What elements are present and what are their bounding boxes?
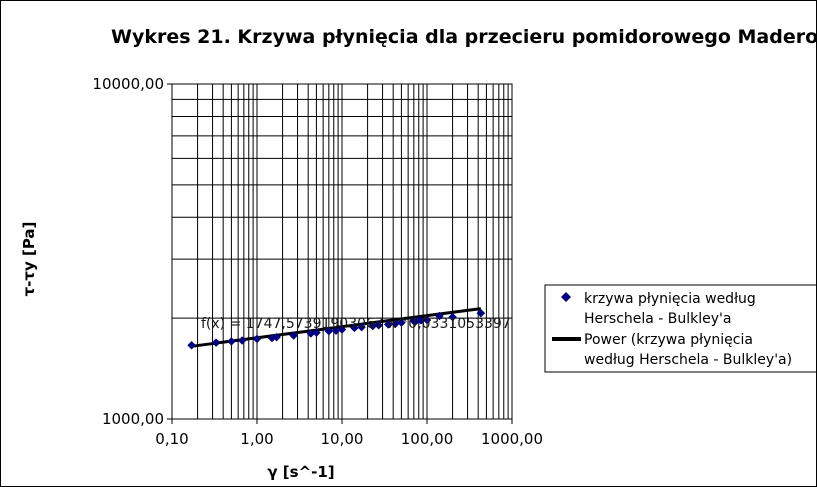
trendline-equation: f(x) = 1747,57391903067 x^0,0331053397 [201,316,511,332]
data-point [397,318,406,327]
data-point [289,331,299,340]
legend-item2-line1: Power (krzywa płynięcia [584,332,753,348]
x-axis-label: γ [s^-1] [267,463,334,481]
y-tick-labels: 1000,00 10000,00 [92,75,164,428]
data-point [357,322,366,332]
y-tick-label: 1000,00 [102,410,164,428]
legend-box [544,284,816,373]
y-tick-label: 10000,00 [92,75,164,93]
x-tick-label: 1000,00 [481,430,543,448]
data-point [237,336,247,345]
data-point [448,312,457,322]
data-point [252,334,262,344]
data-point [476,308,486,318]
data-point [337,325,347,334]
data-point [383,320,393,329]
data-point [422,315,432,325]
legend: krzywa płynięcia według Herschela - Bulk… [544,284,816,373]
data-point [187,340,196,350]
series-group [187,307,486,350]
x-tick-labels: 0,10 1,00 10,00 100,00 1000,00 [155,430,543,448]
data-point [324,326,334,336]
y-axis-label: τ-τy [Pa] [20,222,38,297]
data-point [227,337,236,346]
data-point [374,320,384,330]
legend-marker-diamond [561,292,571,302]
chart-title: Wykres 21. Krzywa płynięcia dla przecier… [111,26,816,48]
data-point [272,332,281,342]
legend-item1-line1: krzywa płynięcia według [584,291,756,307]
x-tick-label: 1,00 [240,430,273,448]
data-point [211,338,221,348]
data-point [312,328,321,338]
data-point [435,311,444,321]
x-tick-label: 100,00 [401,430,454,448]
legend-item2-line2: według Herschela - Bulkley'a) [584,352,792,368]
x-tick-label: 10,00 [321,430,364,448]
legend-item1-line2: Herschela - Bulkley'a [584,311,732,327]
grid [167,83,513,424]
x-tick-label: 0,10 [155,430,188,448]
data-point [350,323,359,333]
plot-area-border [171,83,513,420]
